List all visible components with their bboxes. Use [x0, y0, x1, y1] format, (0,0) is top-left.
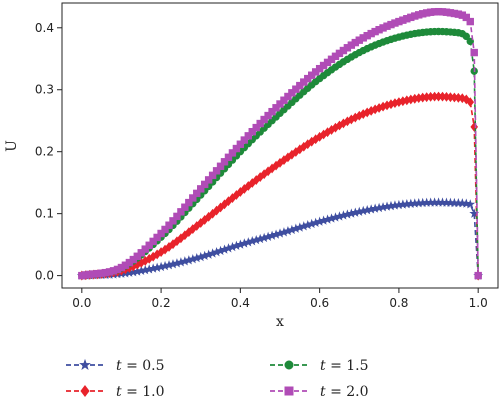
data-point [465, 199, 476, 209]
data-point [474, 271, 482, 280]
data-point [466, 17, 474, 26]
data-point [204, 176, 213, 184]
legend-label: t = 1.0 [116, 384, 165, 400]
x-tick-label: 0.8 [389, 296, 408, 310]
data-point [462, 32, 470, 41]
data-point [181, 203, 189, 211]
legend-marker [79, 358, 91, 370]
data-point [216, 162, 225, 170]
data-point [260, 115, 268, 124]
data-point [228, 149, 237, 157]
legend-item: t = 1.5 [270, 358, 369, 374]
y-tick-label: 0.2 [35, 145, 54, 159]
plot-frame [61, 2, 499, 289]
data-point [200, 180, 209, 189]
data-point [280, 96, 288, 104]
series-line [81, 30, 479, 277]
series-square [78, 7, 482, 280]
data-point [208, 171, 217, 180]
legend: t = 0.5 t = 1.5 t = 1.0 t = 2.0 [66, 358, 369, 400]
x-tick-label: 0.2 [152, 296, 171, 310]
data-point [268, 107, 276, 116]
data-point [220, 158, 229, 166]
data-point [272, 104, 280, 112]
data-point [466, 97, 475, 108]
data-point [197, 185, 205, 193]
plot-area [76, 7, 484, 281]
legend-item: t = 0.5 [66, 358, 165, 374]
x-axis-label: x [276, 314, 284, 330]
y-axis: 0.0 0.1 0.2 0.3 0.4 [35, 21, 62, 283]
data-point [276, 100, 284, 108]
data-point [212, 167, 221, 175]
data-point [256, 119, 264, 128]
y-tick-label: 0.0 [35, 269, 54, 283]
legend-item: t = 2.0 [270, 384, 369, 400]
data-point [153, 233, 161, 242]
legend-marker [80, 385, 90, 397]
legend-label: t = 2.0 [320, 384, 369, 400]
data-point [470, 48, 478, 57]
data-point [240, 136, 249, 144]
data-point [236, 140, 245, 148]
data-point [244, 132, 252, 140]
data-point [470, 122, 478, 132]
data-point [165, 221, 173, 229]
legend-label: t = 1.5 [320, 358, 369, 374]
legend-item: t = 1.0 [66, 384, 165, 400]
data-point [232, 144, 241, 153]
data-point [173, 212, 181, 221]
data-point [252, 123, 260, 132]
data-point [141, 245, 149, 253]
data-point [224, 153, 233, 162]
y-tick-label: 0.1 [35, 207, 54, 221]
legend-marker [284, 360, 294, 370]
data-point [157, 229, 165, 238]
data-point [185, 198, 193, 207]
data-point [169, 217, 177, 225]
data-point [264, 111, 272, 120]
legend-marker [284, 386, 294, 396]
x-tick-label: 0.6 [310, 296, 329, 310]
x-axis: 0.0 0.2 0.4 0.6 0.8 1.0 [72, 288, 488, 310]
series-line [81, 10, 479, 277]
data-point [462, 13, 470, 22]
x-tick-label: 0.4 [231, 296, 250, 310]
x-tick-label: 1.0 [469, 296, 488, 310]
series-line [81, 95, 479, 277]
data-point [248, 128, 256, 136]
series-circle [78, 27, 482, 280]
data-point [149, 237, 157, 246]
data-point [161, 225, 169, 234]
data-point [193, 189, 201, 198]
y-axis-label: U [4, 140, 20, 152]
y-tick-label: 0.4 [35, 21, 54, 35]
x-tick-label: 0.0 [72, 296, 91, 310]
legend-label: t = 0.5 [116, 358, 165, 374]
y-tick-label: 0.3 [35, 83, 54, 97]
data-point [177, 208, 185, 216]
data-point [145, 241, 153, 249]
data-point [189, 194, 197, 202]
